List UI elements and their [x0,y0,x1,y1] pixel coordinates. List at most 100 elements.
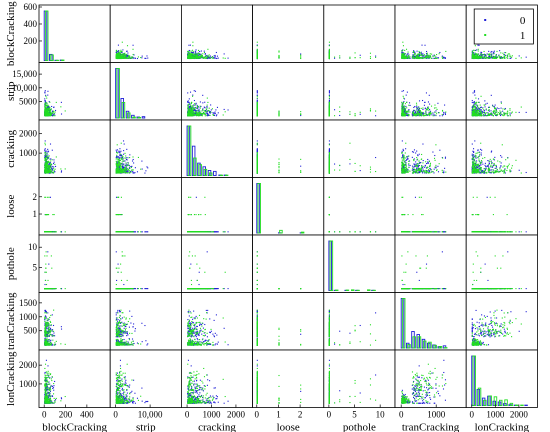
data-point [223,114,224,115]
data-point [45,90,46,91]
data-point [278,114,279,115]
data-point [194,55,195,56]
data-point [431,58,432,59]
data-point [117,54,118,55]
data-point [225,111,226,112]
data-point [133,54,134,55]
data-point [427,57,428,58]
data-point [334,109,335,110]
data-point [211,57,212,58]
data-point [300,114,301,115]
data-point [118,55,119,56]
data-point [339,115,340,116]
data-point [444,105,445,106]
data-point [142,56,143,57]
data-point [428,101,429,102]
data-point [199,53,200,54]
data-point [257,49,258,50]
data-point [214,55,215,56]
data-point [224,109,225,110]
data-point [329,49,330,50]
data-point [445,113,446,114]
data-point [257,100,258,101]
data-point [443,57,444,58]
data-point [194,113,195,114]
panel-block-cracking-vs-pothole [324,5,395,63]
data-point [375,57,376,58]
data-point [207,98,208,99]
data-point [195,104,196,105]
data-point [430,55,431,56]
data-point [190,54,191,55]
data-point [408,55,409,56]
data-point [484,54,485,55]
data-point [497,57,498,58]
data-point [49,111,50,112]
data-point [257,110,258,111]
data-point [223,57,224,58]
data-point [407,56,408,57]
data-point [196,58,197,59]
data-point [125,55,126,56]
data-point [191,110,192,111]
data-point [52,115,53,116]
data-point [187,111,188,112]
data-point [192,52,193,53]
data-point [225,58,226,59]
data-point [472,58,473,59]
data-point [44,100,45,101]
data-point [300,57,301,58]
data-point [495,56,496,57]
data-point [404,50,405,51]
data-point [478,50,479,51]
data-point [503,54,504,55]
data-point [188,56,189,57]
data-point [300,55,301,56]
data-point [192,50,193,51]
data-point [192,42,193,43]
data-point [194,103,195,104]
data-point [209,110,210,111]
data-point [206,108,207,109]
data-point [349,58,350,59]
data-point [431,54,432,55]
data-point [413,51,414,52]
data-point [119,58,120,59]
data-point [199,58,200,59]
data-point [257,51,258,52]
data-point [207,49,208,50]
data-point [370,58,371,59]
data-point [53,115,54,116]
data-point [257,92,258,93]
data-point [360,57,361,58]
data-point [488,54,489,55]
data-point [421,58,422,59]
data-point [485,54,486,55]
data-point [349,57,350,58]
data-point [419,100,420,101]
histogram-bar [138,117,141,118]
data-point [257,105,258,106]
data-point [197,112,198,113]
data-point [47,105,48,106]
data-point [189,57,190,58]
data-point [126,51,127,52]
data-point [480,55,481,56]
data-point [216,52,217,53]
data-point [416,56,417,57]
data-point [205,110,206,111]
data-point [197,58,198,59]
data-point [410,105,411,106]
data-point [193,112,194,113]
data-point [202,115,203,116]
data-point [334,115,335,116]
data-point [433,58,434,59]
data-point [212,56,213,57]
data-point [199,113,200,114]
data-point [204,107,205,108]
data-point [424,54,425,55]
data-point [118,45,119,46]
data-point [509,56,510,57]
data-point [435,110,436,111]
data-point [116,57,117,58]
